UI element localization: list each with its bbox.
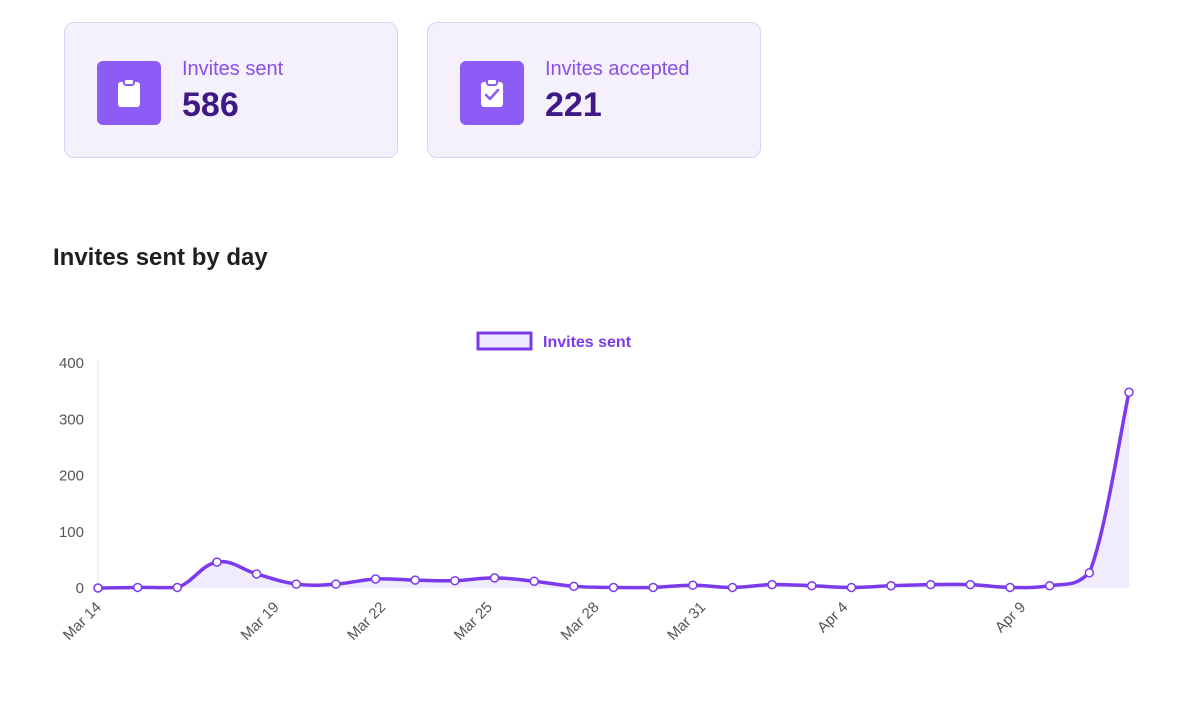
data-point [688, 580, 698, 590]
data-point [965, 579, 976, 590]
data-point [370, 574, 381, 584]
data-point [807, 581, 817, 591]
data-point [648, 582, 658, 593]
y-tick-label: 200 [59, 468, 84, 485]
series-line [96, 390, 1131, 590]
data-point [529, 576, 539, 586]
data-point [291, 579, 302, 589]
clipboard-check-icon [460, 61, 524, 125]
x-tick-label: Apr 4 [814, 599, 851, 636]
x-tick-label: Mar 14 [60, 599, 105, 644]
x-tick-label: Mar 22 [344, 599, 389, 644]
invites-accepted-card: Invites accepted 221 [427, 22, 761, 158]
invites-accepted-label: Invites accepted [545, 58, 690, 80]
data-point [331, 579, 341, 589]
legend-label: Invites sent [543, 334, 632, 351]
x-tick-label: Apr 9 [992, 599, 1029, 636]
x-tick-label: Mar 28 [558, 599, 603, 644]
data-point [608, 582, 619, 593]
chart-title: Invites sent by day [53, 244, 268, 271]
data-point [1084, 568, 1095, 578]
invites-accepted-value: 221 [545, 86, 602, 124]
data-point [767, 579, 777, 590]
legend-swatch [476, 331, 533, 351]
data-point [569, 581, 579, 592]
y-tick-label: 300 [59, 411, 84, 428]
data-point [1005, 582, 1015, 593]
data-point [489, 573, 500, 583]
clipboard-icon [97, 61, 161, 125]
data-point [727, 582, 738, 593]
data-point [93, 583, 103, 593]
data-point [410, 575, 420, 585]
x-tick-label: Mar 19 [238, 599, 283, 644]
data-point [212, 557, 222, 567]
data-point [251, 569, 262, 579]
invites-sent-card: Invites sent 586 [64, 22, 398, 158]
series-area [98, 392, 1129, 588]
x-tick-label: Mar 25 [451, 599, 496, 644]
data-point [925, 579, 936, 590]
data-point [132, 582, 143, 593]
data-point [1124, 387, 1134, 397]
chart-legend: Invites sent [476, 331, 632, 351]
data-point [172, 582, 183, 593]
data-point [1044, 581, 1055, 591]
y-tick-label: 0 [76, 580, 84, 597]
data-point [846, 582, 857, 593]
invites-sent-label: Invites sent [182, 58, 284, 80]
y-tick-label: 400 [59, 355, 84, 372]
y-tick-label: 100 [59, 524, 84, 541]
data-point [450, 575, 460, 586]
invites-sent-value: 586 [182, 86, 239, 124]
x-tick-label: Mar 31 [664, 599, 709, 644]
data-point [886, 581, 896, 591]
